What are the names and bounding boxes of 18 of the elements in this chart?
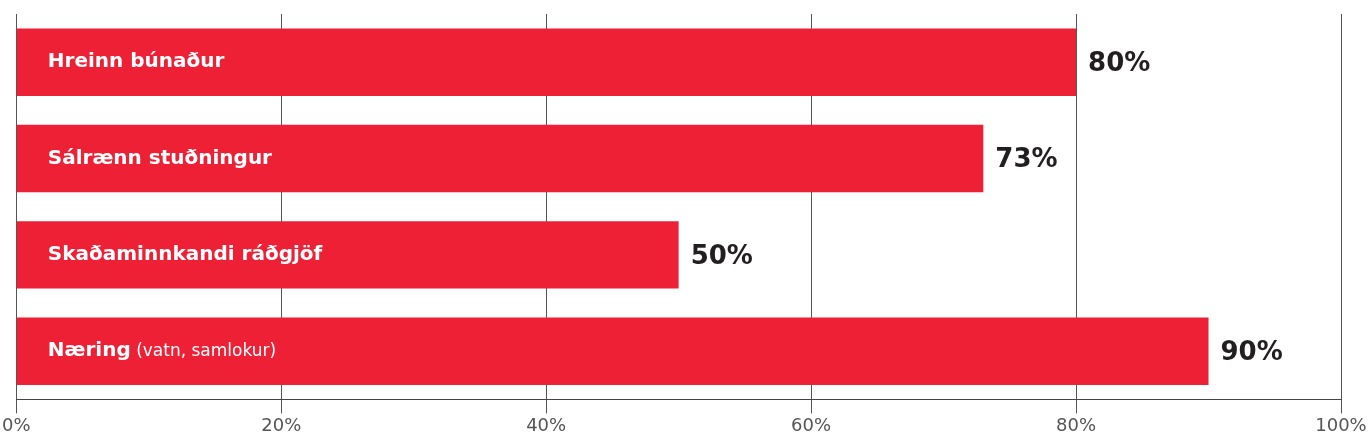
y-tick-label: Sálrænn stuðningur	[47, 144, 273, 169]
bar	[16, 317, 1209, 385]
data-label: 50%	[690, 239, 753, 270]
x-tick-label: 0%	[2, 413, 31, 435]
y-tick-label: Skaðaminnkandi ráðgjöf	[47, 241, 323, 266]
x-tick-label: 100%	[1315, 413, 1367, 435]
x-tick-label: 60%	[791, 413, 832, 435]
data-label: 90%	[1220, 335, 1283, 366]
y-tick-label: Hreinn búnaður	[47, 48, 225, 73]
bar	[16, 221, 679, 289]
y-tick-label: Næring (vatn, samlokur)	[47, 337, 277, 362]
x-tick-label: 40%	[526, 413, 567, 435]
data-label: 80%	[1088, 46, 1151, 77]
bar	[16, 124, 984, 193]
x-tick-label: 20%	[261, 413, 302, 435]
bar	[16, 28, 1077, 96]
x-tick-label: 80%	[1056, 413, 1097, 435]
data-label: 73%	[995, 143, 1058, 174]
